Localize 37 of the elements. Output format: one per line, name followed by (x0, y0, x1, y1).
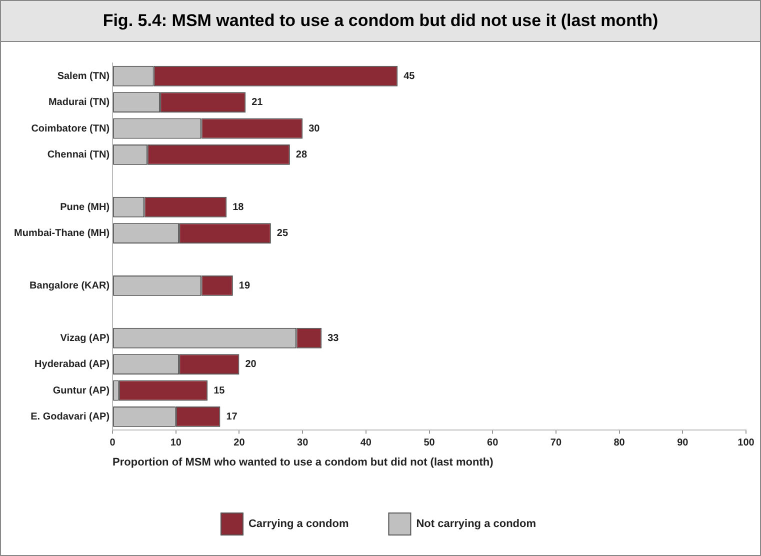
y-tick-label: Hyderabad (AP) (34, 359, 110, 370)
y-tick-label: Vizag (AP) (60, 332, 110, 344)
y-tick-label: Bangalore (KAR) (30, 280, 110, 292)
total-label: 20 (245, 359, 257, 370)
x-axis-title: Proportion of MSM who wanted to use a condom but did not (last month) (112, 456, 494, 468)
y-tick-label: Mumbai-Thane (MH) (14, 228, 110, 240)
total-label: 30 (308, 123, 320, 134)
x-tick-label: 90 (677, 438, 689, 449)
total-label: 45 (404, 70, 416, 82)
y-tick-label: E. Godavari (AP) (30, 411, 110, 422)
x-tick-label: 100 (738, 438, 755, 449)
x-tick-label: 70 (550, 438, 562, 449)
total-label: 19 (238, 280, 250, 292)
x-tick-label: 50 (424, 438, 436, 449)
y-tick-label: Chennai (TN) (47, 149, 110, 160)
total-label: 15 (214, 385, 226, 396)
y-tick-label: Coimbatore (TN) (31, 123, 110, 134)
x-tick-label: 20 (234, 438, 246, 449)
x-tick-label: 0 (110, 438, 116, 449)
x-tick-label: 30 (297, 438, 309, 449)
total-label: 25 (276, 228, 288, 240)
total-label: 18 (232, 202, 244, 213)
x-tick-label: 40 (360, 438, 372, 449)
x-tick-label: 10 (170, 438, 182, 449)
y-tick-label: Salem (TN) (57, 70, 110, 82)
chart-title: Fig. 5.4: MSM wanted to use a condom but did not use it (last month) (1, 1, 760, 42)
total-label: 21 (252, 97, 264, 108)
total-label: 17 (226, 411, 238, 422)
y-tick-label: Pune (MH) (60, 202, 110, 213)
legend-label: Not carrying a condom (416, 518, 536, 530)
legend-label: Carrying a condom (248, 518, 349, 530)
total-label: 28 (296, 149, 308, 160)
y-tick-label: Madurai (TN) (48, 97, 110, 108)
x-tick-label: 60 (487, 438, 499, 449)
y-tick-label: Guntur (AP) (52, 385, 110, 396)
x-tick-label: 80 (614, 438, 626, 449)
total-label: 33 (328, 332, 340, 344)
